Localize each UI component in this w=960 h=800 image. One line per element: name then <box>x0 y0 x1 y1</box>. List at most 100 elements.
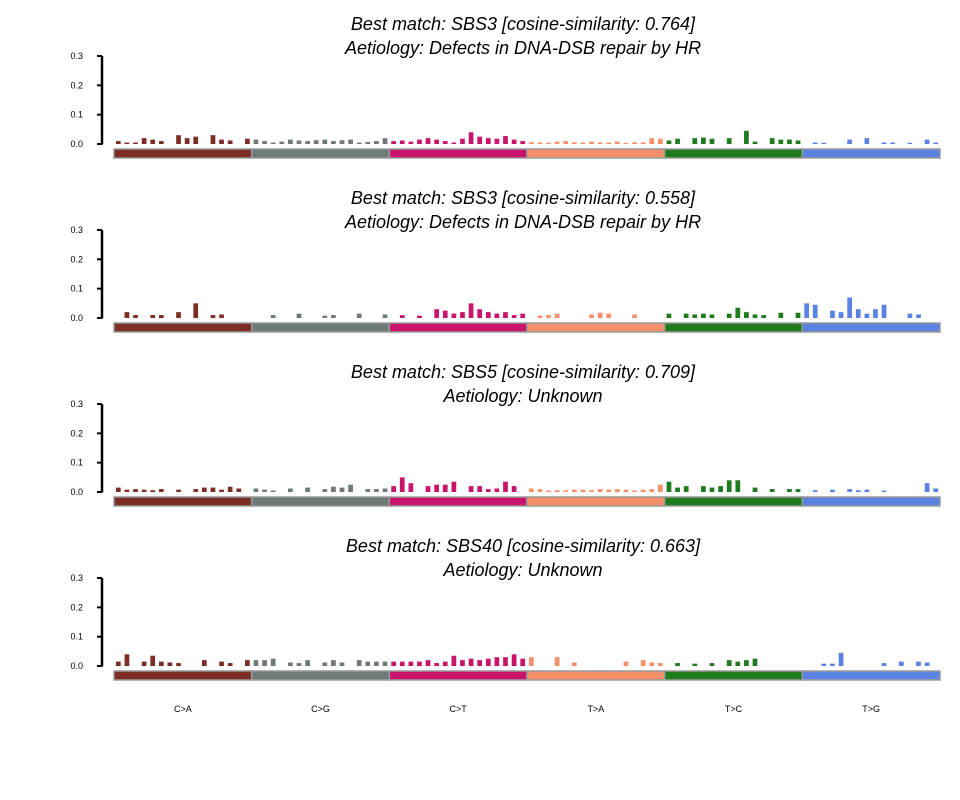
bar <box>675 487 680 492</box>
bar <box>787 489 792 492</box>
bar <box>761 315 766 318</box>
bar <box>468 486 474 492</box>
bar <box>864 489 870 492</box>
bar <box>494 657 500 666</box>
bar <box>709 487 715 492</box>
bar <box>124 654 130 666</box>
bar <box>752 487 758 492</box>
bar <box>210 315 216 318</box>
bar <box>528 142 534 144</box>
bar <box>425 486 431 492</box>
bar <box>632 314 637 318</box>
bar <box>253 488 259 492</box>
bar <box>434 663 440 666</box>
bar <box>649 662 655 666</box>
bar <box>296 140 302 144</box>
bar <box>795 489 801 492</box>
bar <box>752 314 758 318</box>
category-strip-segment <box>250 322 391 333</box>
bar <box>391 661 396 666</box>
bar <box>787 139 792 144</box>
bar <box>434 139 440 144</box>
bar <box>150 315 156 318</box>
category-strip-segment <box>801 670 941 681</box>
bar <box>632 142 637 144</box>
bar <box>399 140 405 144</box>
bar <box>666 313 672 318</box>
bar <box>614 489 620 492</box>
bar <box>546 490 551 492</box>
y-tick-label: 0.3 <box>70 399 83 409</box>
category-strip-segment <box>663 496 804 507</box>
category-strip-segment <box>388 670 528 681</box>
signature-panel: Best match: SBS3 [cosine-similarity: 0.7… <box>70 14 941 159</box>
panel-title: Best match: SBS5 [cosine-similarity: 0.7… <box>351 362 696 382</box>
bar <box>632 490 637 492</box>
bar <box>451 481 457 492</box>
category-strip-segment <box>250 496 391 507</box>
bar <box>494 313 500 318</box>
bar <box>485 658 491 666</box>
bar <box>658 484 663 492</box>
bar <box>692 138 698 144</box>
bar <box>571 489 577 492</box>
bar <box>623 661 629 666</box>
panel-title: Best match: SBS3 [cosine-similarity: 0.5… <box>351 188 696 208</box>
bar <box>382 314 388 318</box>
category-strip-segment <box>801 496 941 507</box>
bar <box>477 660 483 666</box>
bar <box>141 138 147 144</box>
bar <box>640 142 646 144</box>
bar <box>855 490 861 492</box>
bar <box>916 661 921 666</box>
bar <box>511 654 517 666</box>
bar <box>305 660 310 666</box>
category-label: T>A <box>587 704 604 714</box>
bar <box>726 660 732 666</box>
bar <box>158 141 164 144</box>
bar <box>752 658 758 666</box>
bar <box>434 484 440 492</box>
bar <box>339 487 345 492</box>
bar <box>262 660 267 666</box>
bar <box>193 489 199 492</box>
bar <box>382 661 388 666</box>
y-tick-label: 0.1 <box>70 632 83 642</box>
y-tick-label: 0.2 <box>70 80 83 90</box>
bar <box>692 663 698 666</box>
bar <box>374 661 379 666</box>
bar <box>701 137 706 144</box>
bar <box>158 315 164 318</box>
category-strip-segment <box>388 148 528 159</box>
bar <box>270 490 276 492</box>
bar <box>890 142 896 144</box>
bar <box>924 139 930 144</box>
bar <box>537 489 543 492</box>
bar <box>124 489 130 492</box>
bar <box>365 141 371 144</box>
bar <box>520 313 526 318</box>
bar <box>528 657 534 666</box>
bar <box>270 658 276 666</box>
y-tick-label: 0.2 <box>70 254 83 264</box>
bar <box>881 490 887 492</box>
bar <box>563 141 569 144</box>
bar <box>744 312 749 318</box>
bar <box>494 488 500 492</box>
bar <box>245 138 250 144</box>
bar <box>494 138 500 144</box>
bar <box>288 662 293 666</box>
bar <box>898 661 904 666</box>
bar <box>331 315 336 318</box>
bar <box>331 141 336 144</box>
signature-panel: Best match: SBS40 [cosine-similarity: 0.… <box>70 536 941 681</box>
bar <box>709 138 715 144</box>
bar <box>193 303 199 318</box>
bar <box>881 663 887 666</box>
bar <box>253 660 259 666</box>
bar <box>365 661 371 666</box>
bar <box>408 141 414 144</box>
bar <box>907 313 913 318</box>
bar <box>150 139 156 144</box>
bar <box>812 304 818 318</box>
